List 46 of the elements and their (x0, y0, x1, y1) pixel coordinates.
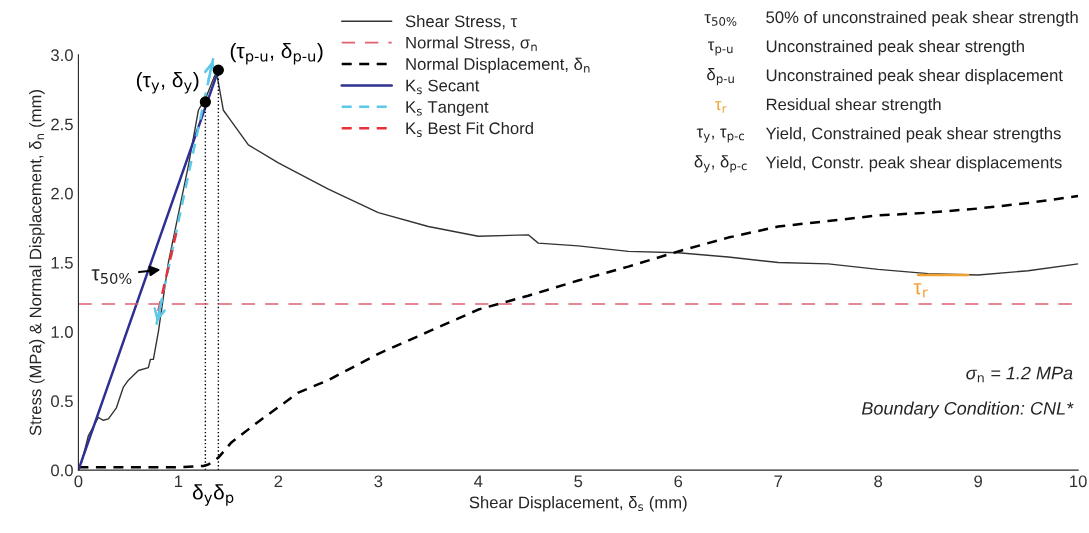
annotation: δ$_{y}$ (192, 484, 213, 506)
legend-label: Shear Stress, τ (405, 15, 518, 30)
annotation: (τ$_{p-u}$, δ$_{p-u}$) (230, 42, 323, 65)
legend-label: K$_{s}$ Secant (406, 79, 480, 95)
annotation: τ$_{r}$ (913, 283, 928, 298)
x-tick-label: 7 (774, 475, 782, 488)
legend-label: K$_{s}$ Best Fit Chord (406, 121, 533, 137)
annotation: Residual shear strength (766, 98, 941, 114)
legend-label: Normal Displacement, δ$_{n}$ (406, 57, 590, 74)
annotation: τ$_{r}$ (715, 101, 727, 113)
x-tick-label: 3 (374, 475, 383, 488)
text: τ$_{50%}$ (704, 14, 737, 26)
annotation: (τ$_{y}$, δ$_{y}$) (136, 71, 199, 94)
x-axis-title: Shear Displacement, δ$_{s}$ (mm) (469, 496, 687, 512)
y-tick-label: 3.0 (51, 49, 73, 62)
annotation: Unconstrained peak shear strength (766, 39, 1024, 56)
y-tick-label: 1.0 (51, 326, 73, 338)
x-tick-label: 10 (1070, 475, 1087, 488)
annotation: δ$_{y}$, δ$_{p-c}$ (694, 155, 747, 173)
y-tick-label: 0.5 (51, 395, 73, 408)
legend-label: K$_{s}$ Tangent (406, 101, 489, 117)
y-axis-title: Stress (MPa) & Normal Displacement, δ$_{n}$ (mm) (29, 90, 45, 436)
x-tick-label: 1 (175, 475, 183, 488)
annotation: δ$_{p}$ (213, 484, 234, 506)
x-tick-label: 2 (274, 475, 283, 488)
x-tick-label: 4 (474, 475, 483, 488)
annotation: Yield, Constrained peak shear strengths (765, 127, 1061, 143)
y-tick-label: 0.0 (51, 464, 73, 477)
x-tick-label: 6 (674, 475, 683, 488)
x-tick-label: 0 (74, 475, 83, 488)
annotation: τ$_{50%}$ (91, 269, 132, 284)
annotation: Boundary Condition: CNL* (861, 401, 1074, 419)
annotation: τ$_{p-u}$ (707, 41, 733, 56)
annotation: σ$_{n}$ = 1.2 MPa (966, 366, 1073, 383)
x-tick-label: 8 (874, 475, 883, 488)
y-tick-label: 2.5 (51, 118, 73, 131)
y-tick-label: 1.5 (51, 257, 73, 269)
legend-label: Normal Stress, σ$_{n}$ (406, 36, 537, 52)
annotation: τ$_{y}$, τ$_{p-c}$ (696, 128, 744, 143)
x-tick-label: 5 (574, 475, 583, 488)
annotation: Yield, Constr. peak shear displacements (765, 156, 1062, 172)
y-tick-label: 2.0 (51, 187, 73, 200)
x-tick-label: 9 (974, 475, 982, 488)
annotation: δ$_{p-u}$ (707, 68, 734, 86)
annotation: Unconstrained peak shear displacement (766, 68, 1063, 85)
text: 50% of unconstrained peak shear strength (766, 10, 1078, 27)
